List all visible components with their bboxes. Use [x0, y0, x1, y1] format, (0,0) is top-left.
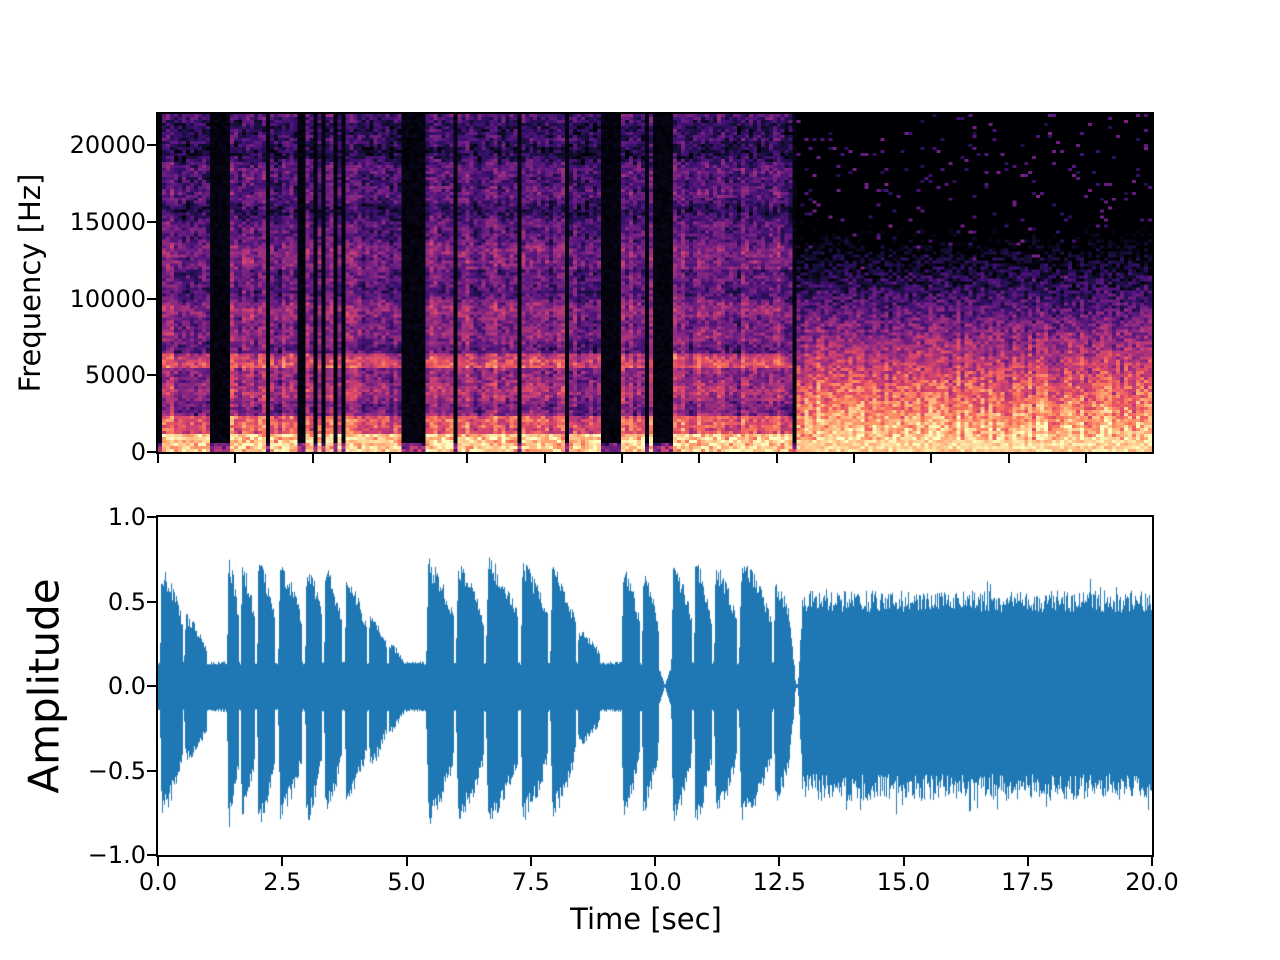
- spectrogram-xtick: [853, 454, 855, 463]
- spectrogram-ytick-label: 0: [130, 438, 146, 466]
- spectrogram-xtick: [1085, 454, 1087, 463]
- spectrogram-xtick: [698, 454, 701, 463]
- spectrogram-xtick: [775, 454, 778, 463]
- waveform-xtick: [529, 857, 532, 866]
- spectrogram-xtick: [1007, 454, 1010, 463]
- waveform-xtick: [778, 857, 781, 866]
- waveform-xtick: [281, 857, 284, 866]
- spectrogram-ytick-label: 5000: [84, 361, 146, 390]
- spectrogram-xtick: [389, 454, 391, 463]
- waveform-xtick-label: 20.0: [1125, 868, 1179, 896]
- waveform-xtick-label: 17.5: [1001, 868, 1055, 896]
- time-axis-label: Time [sec]: [570, 902, 722, 936]
- waveform-ytick-label: 1.0: [107, 503, 146, 531]
- spectrogram-xtick: [621, 454, 623, 463]
- waveform-xtick-label: 12.5: [752, 868, 807, 896]
- spectrogram-ytick-label: 20000: [69, 131, 146, 160]
- spectrogram-xtick: [466, 454, 469, 463]
- spectrogram-ytick: [147, 374, 156, 377]
- spectrogram-xtick: [930, 454, 933, 463]
- waveform-xtick-label: 2.5: [263, 868, 302, 896]
- waveform-ytick-label: −0.5: [87, 756, 146, 785]
- waveform-xtick-label: 10.0: [628, 868, 682, 896]
- waveform-xtick: [902, 857, 905, 866]
- waveform-ytick: [147, 769, 156, 772]
- waveform-canvas: [158, 517, 1152, 855]
- waveform-ytick-label: 0.0: [107, 672, 146, 700]
- waveform-ytick: [147, 516, 156, 518]
- waveform-xtick: [157, 857, 159, 866]
- spectrogram-ytick: [147, 297, 156, 300]
- waveform-ytick: [147, 600, 156, 603]
- waveform-xtick: [405, 857, 408, 866]
- waveform-ytick-label: −1.0: [87, 841, 146, 869]
- spectrogram-xtick: [311, 454, 314, 463]
- waveform-xtick-label: 7.5: [511, 868, 550, 896]
- spectrogram-xtick: [234, 454, 237, 463]
- spectrogram-ytick: [147, 451, 156, 453]
- spectrogram-ytick-label: 10000: [69, 284, 146, 313]
- spectrogram-ytick: [147, 221, 156, 224]
- spectrogram-ytick: [147, 144, 156, 147]
- spectrogram-canvas: [158, 114, 1152, 452]
- waveform-ytick: [147, 685, 156, 687]
- waveform-xtick: [1151, 857, 1153, 866]
- spectrogram-xtick: [157, 454, 159, 463]
- waveform-xtick: [1026, 857, 1029, 866]
- spectrogram-ytick-label: 15000: [69, 208, 146, 237]
- waveform-xtick: [654, 857, 656, 866]
- waveform-ytick-label: 0.5: [107, 587, 146, 616]
- spectrogram-xtick: [543, 454, 546, 463]
- waveform-xtick-label: 5.0: [387, 868, 426, 896]
- frequency-axis-label: Frequency [Hz]: [13, 173, 47, 393]
- waveform-xtick-label: 0.0: [138, 868, 178, 896]
- waveform-ytick: [147, 854, 156, 856]
- waveform-xtick-label: 15.0: [876, 868, 931, 896]
